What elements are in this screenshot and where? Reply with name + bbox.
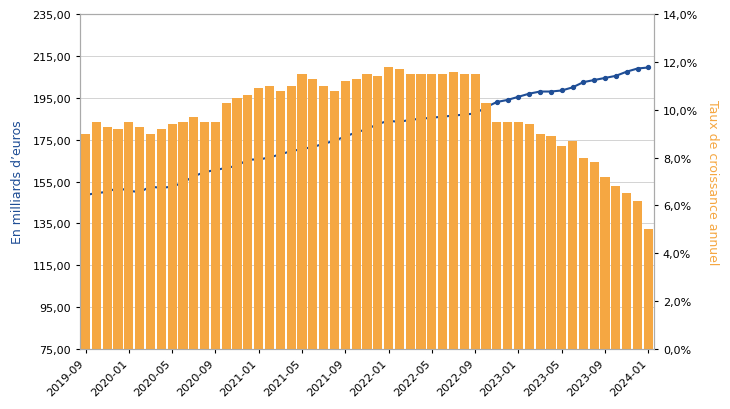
Bar xyxy=(601,177,610,349)
Bar xyxy=(373,77,383,349)
Bar xyxy=(113,130,123,349)
Bar xyxy=(546,137,556,349)
Bar xyxy=(557,146,566,349)
Bar xyxy=(81,134,90,349)
Bar xyxy=(319,87,328,349)
Bar xyxy=(460,75,469,349)
Bar xyxy=(416,75,426,349)
Bar xyxy=(287,87,296,349)
Bar xyxy=(362,75,372,349)
Bar xyxy=(503,122,512,349)
Bar xyxy=(384,67,393,349)
Y-axis label: En milliards d’euros: En milliards d’euros xyxy=(11,120,24,244)
Bar xyxy=(211,122,220,349)
Bar xyxy=(395,70,404,349)
Bar xyxy=(492,122,502,349)
Bar xyxy=(330,92,339,349)
Bar xyxy=(92,122,101,349)
Bar xyxy=(611,187,620,349)
Y-axis label: Taux de croissance annuel: Taux de croissance annuel xyxy=(706,99,719,265)
Bar xyxy=(297,75,307,349)
Bar xyxy=(341,82,350,349)
Bar xyxy=(167,125,177,349)
Bar xyxy=(633,201,642,349)
Bar xyxy=(146,134,155,349)
Bar xyxy=(124,122,134,349)
Bar xyxy=(265,87,274,349)
Bar xyxy=(438,75,447,349)
Bar xyxy=(481,103,491,349)
Bar xyxy=(352,79,361,349)
Bar xyxy=(622,194,631,349)
Bar xyxy=(189,118,199,349)
Bar xyxy=(102,127,112,349)
Bar xyxy=(254,89,264,349)
Bar xyxy=(449,72,458,349)
Bar xyxy=(471,75,480,349)
Bar xyxy=(200,122,210,349)
Bar xyxy=(579,158,588,349)
Bar xyxy=(308,79,318,349)
Bar xyxy=(568,142,577,349)
Bar xyxy=(427,75,437,349)
Bar xyxy=(525,125,534,349)
Bar xyxy=(514,122,523,349)
Bar xyxy=(276,92,285,349)
Bar xyxy=(135,127,145,349)
Bar xyxy=(590,163,599,349)
Bar xyxy=(644,230,653,349)
Bar xyxy=(232,99,242,349)
Bar xyxy=(222,103,231,349)
Bar xyxy=(406,75,415,349)
Bar xyxy=(536,134,545,349)
Bar xyxy=(178,122,188,349)
Bar xyxy=(157,130,166,349)
Bar xyxy=(243,96,253,349)
